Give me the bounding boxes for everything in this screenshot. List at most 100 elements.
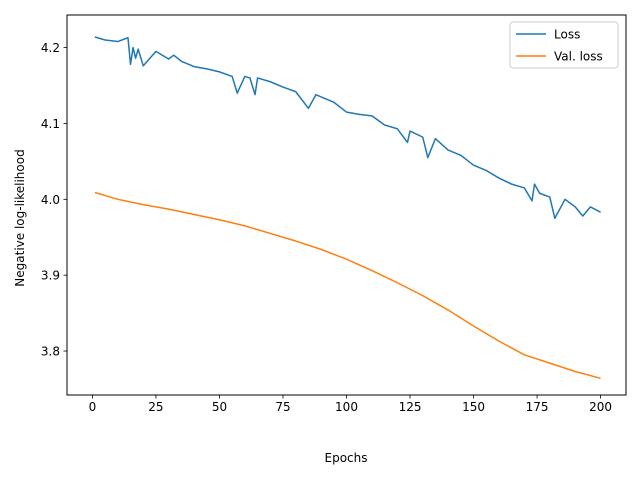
data-point-val-loss [575,371,576,372]
data-point-loss [524,187,525,188]
data-point-loss [320,96,321,97]
data-point-val-loss [448,309,449,310]
y-tick-label: 4.1 [41,117,60,131]
data-point-val-loss [94,192,95,193]
data-point-loss [473,165,474,166]
data-point-val-loss [143,204,144,205]
data-point-loss [130,64,131,65]
legend: Loss Val. loss [509,21,619,69]
x-tick-label: 25 [148,400,163,414]
data-point-loss [346,111,347,112]
legend-label-loss: Loss [554,28,580,42]
legend-label-val-loss: Val. loss [554,50,603,64]
data-point-loss [181,61,182,62]
data-point-val-loss [295,240,296,241]
data-point-loss [582,215,583,216]
data-point-loss [232,76,233,77]
data-point-loss [206,68,207,69]
data-point-loss [600,212,601,213]
x-axis-ticks: 0 25 50 75 100 125 150 175 200 [89,395,612,414]
data-point-loss [127,37,128,38]
data-point-loss [237,93,238,94]
data-point-loss [254,94,255,95]
data-point-loss [397,128,398,129]
data-point-val-loss [397,282,398,283]
data-point-val-loss [320,249,321,250]
data-point-loss [94,36,95,37]
data-point-loss [554,218,555,219]
data-point-val-loss [498,341,499,342]
x-tick-label: 200 [589,400,612,414]
data-point-loss [155,51,156,52]
x-tick-label: 150 [462,400,485,414]
data-point-loss [371,115,372,116]
data-point-val-loss [473,325,474,326]
data-point-loss [575,206,576,207]
data-point-loss [138,49,139,50]
data-point-loss [427,157,428,158]
data-point-loss [308,108,309,109]
series-line-val-loss [94,191,601,380]
data-point-loss [384,124,385,125]
data-point-loss [531,200,532,201]
data-point-loss [295,91,296,92]
data-point-loss [143,65,144,66]
data-point-loss [219,71,220,72]
data-point-loss [511,184,512,185]
data-point-val-loss [244,225,245,226]
y-tick-label: 3.9 [41,269,60,283]
series-line-loss [94,36,601,220]
data-point-loss [359,114,360,115]
x-tick-label: 75 [275,400,290,414]
data-point-loss [409,130,410,131]
data-point-loss [105,39,106,40]
data-point-loss [257,77,258,78]
data-point-loss [249,77,250,78]
data-point-loss [564,199,565,200]
y-tick-label: 3.8 [41,345,60,359]
data-point-loss [498,177,499,178]
data-point-val-loss [371,270,372,271]
y-tick-label: 4.2 [41,41,60,55]
data-point-loss [270,81,271,82]
data-point-loss [422,137,423,138]
x-tick-label: 125 [399,400,422,414]
x-tick-label: 0 [89,400,97,414]
x-axis-label: Epochs [325,451,368,465]
data-point-val-loss [422,295,423,296]
y-axis-ticks: 3.8 3.9 4.0 4.1 4.2 [41,41,67,359]
plot-area [94,36,601,380]
data-point-loss [132,47,133,48]
data-point-loss [173,55,174,56]
data-point-loss [244,76,245,77]
data-point-loss [448,149,449,150]
data-point-val-loss [346,259,347,260]
data-point-val-loss [270,233,271,234]
y-tick-label: 4.0 [41,193,60,207]
data-point-val-loss [193,214,194,215]
data-point-loss [193,66,194,67]
data-point-val-loss [117,199,118,200]
data-point-loss [539,193,540,194]
data-point-loss [117,41,118,42]
data-point-loss [590,206,591,207]
data-point-loss [407,142,408,143]
data-point-loss [549,196,550,197]
data-point-val-loss [219,219,220,220]
data-point-loss [168,58,169,59]
data-point-loss [486,170,487,171]
data-point-val-loss [524,354,525,355]
data-point-loss [435,138,436,139]
data-point-loss [315,94,316,95]
y-axis-label: Negative log-likelihood [13,149,27,286]
x-tick-label: 175 [526,400,549,414]
data-point-loss [333,102,334,103]
data-point-loss [460,155,461,156]
data-point-loss [135,58,136,59]
data-point-val-loss [549,363,550,364]
x-tick-label: 100 [335,400,358,414]
data-point-val-loss [168,209,169,210]
data-point-val-loss [600,378,601,379]
